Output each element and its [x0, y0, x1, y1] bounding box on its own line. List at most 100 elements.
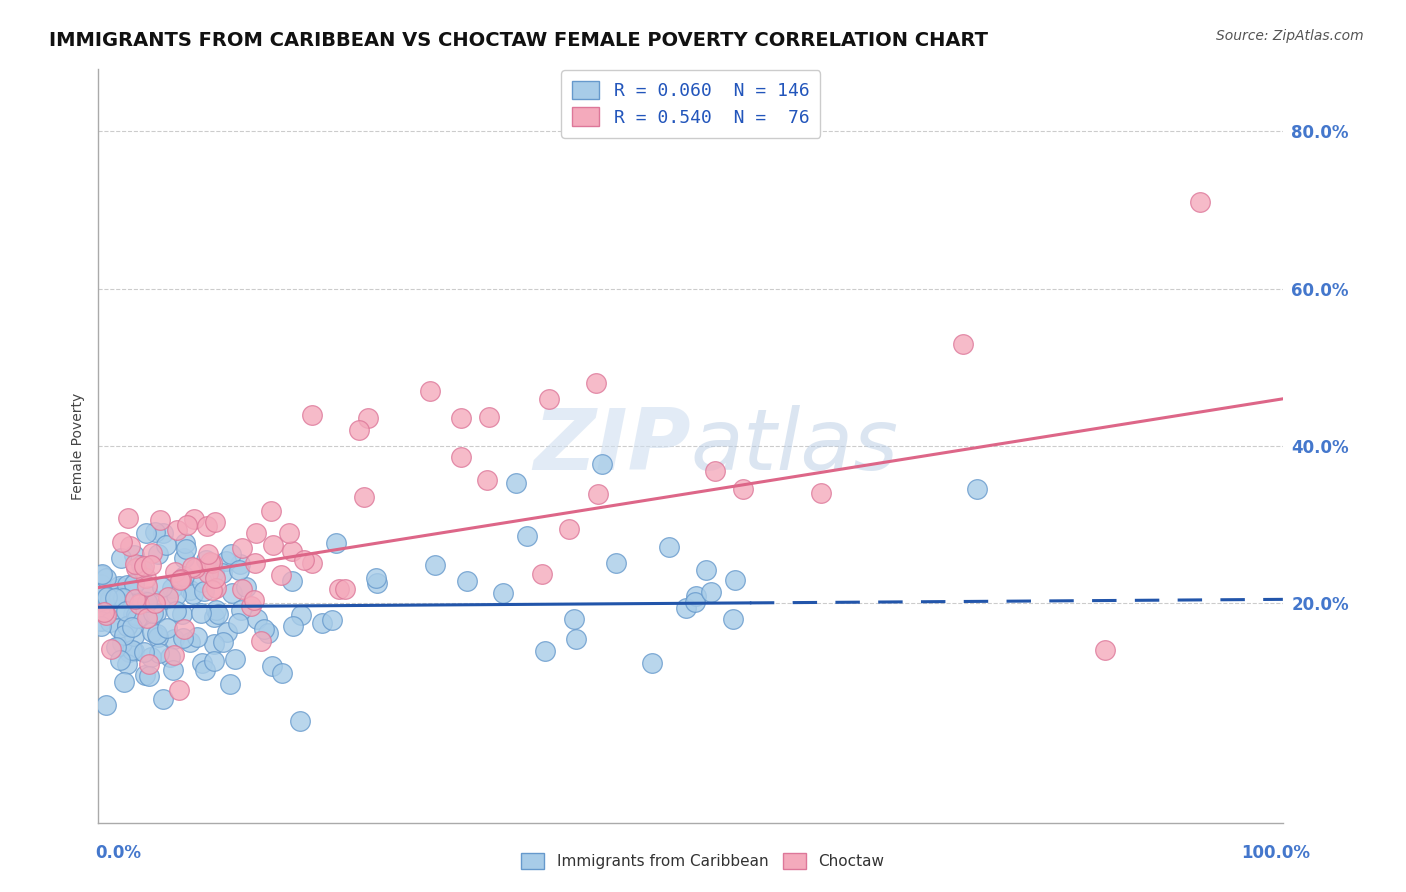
Point [117, 644, 139, 658]
Point [159, 650, 181, 665]
Point [195, 518, 218, 533]
Point [558, 522, 581, 536]
Text: IMMIGRANTS FROM CARIBBEAN VS CHOCTAW FEMALE POVERTY CORRELATION CHART: IMMIGRANTS FROM CARIBBEAN VS CHOCTAW FEM… [49, 31, 988, 50]
Point [321, 613, 343, 627]
Point [91, 592, 114, 607]
Point [115, 604, 138, 618]
Point [202, 637, 225, 651]
Point [176, 517, 198, 532]
Point [96, 607, 118, 622]
Point [146, 626, 169, 640]
Point [952, 336, 974, 351]
Point [169, 572, 191, 586]
Point [537, 392, 560, 406]
Point [292, 553, 315, 567]
Y-axis label: Female Poverty: Female Poverty [72, 392, 86, 500]
Point [699, 585, 721, 599]
Point [675, 600, 697, 615]
Point [207, 607, 229, 622]
Point [224, 652, 246, 666]
Point [134, 668, 156, 682]
Point [90, 577, 112, 591]
Point [281, 574, 304, 588]
Point [107, 591, 129, 605]
Point [162, 648, 184, 662]
Point [198, 555, 221, 569]
Point [211, 635, 233, 649]
Point [204, 516, 226, 530]
Point [204, 603, 226, 617]
Point [122, 644, 145, 658]
Point [183, 512, 205, 526]
Point [217, 625, 239, 640]
Point [260, 659, 283, 673]
Point [219, 547, 242, 561]
Point [122, 548, 145, 562]
Point [145, 607, 167, 621]
Point [240, 599, 263, 613]
Point [90, 568, 112, 582]
Point [257, 625, 280, 640]
Point [221, 586, 243, 600]
Point [124, 576, 146, 591]
Point [125, 592, 148, 607]
Point [163, 632, 186, 647]
Point [174, 536, 197, 550]
Point [353, 490, 375, 504]
Point [565, 632, 588, 646]
Point [170, 607, 193, 621]
Point [135, 525, 157, 540]
Point [419, 384, 441, 398]
Point [704, 464, 727, 478]
Point [115, 618, 138, 632]
Point [167, 683, 190, 698]
Point [172, 631, 194, 645]
Point [259, 504, 281, 518]
Point [143, 524, 166, 539]
Point [301, 556, 323, 570]
Point [135, 595, 157, 609]
Point [162, 582, 184, 596]
Point [229, 557, 252, 571]
Point [96, 591, 118, 605]
Text: atlas: atlas [690, 404, 898, 488]
Point [194, 663, 217, 677]
Point [111, 591, 134, 606]
Point [104, 640, 127, 655]
Point [181, 560, 204, 574]
Point [90, 619, 112, 633]
Point [136, 611, 159, 625]
Point [364, 571, 387, 585]
Text: 100.0%: 100.0% [1241, 844, 1310, 862]
Point [111, 534, 134, 549]
Point [173, 623, 195, 637]
Point [288, 714, 311, 729]
Point [125, 607, 148, 622]
Point [128, 597, 150, 611]
Point [90, 566, 112, 581]
Point [228, 563, 250, 577]
Point [181, 587, 204, 601]
Point [148, 646, 170, 660]
Point [149, 513, 172, 527]
Point [155, 538, 177, 552]
Point [165, 604, 187, 618]
Point [104, 591, 127, 606]
Point [204, 571, 226, 585]
Point [165, 588, 187, 602]
Point [1094, 643, 1116, 657]
Point [731, 482, 754, 496]
Point [173, 568, 195, 582]
Point [966, 482, 988, 496]
Point [810, 486, 832, 500]
Point [585, 376, 607, 390]
Point [110, 636, 132, 650]
Point [201, 557, 224, 571]
Point [117, 657, 139, 671]
Point [231, 582, 253, 596]
Point [125, 611, 148, 625]
Point [204, 581, 226, 595]
Point [262, 538, 284, 552]
Point [179, 583, 201, 598]
Point [721, 612, 744, 626]
